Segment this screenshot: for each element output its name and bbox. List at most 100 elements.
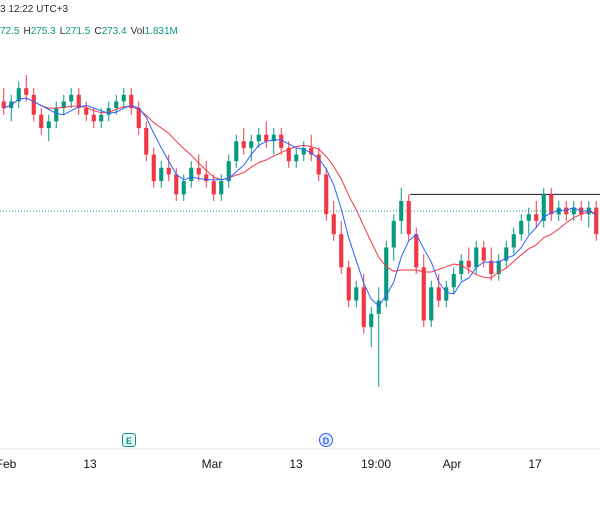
candle-body [549, 194, 554, 215]
candle-body [226, 161, 231, 182]
time-axis-label: Apr [442, 457, 462, 471]
candle-body [541, 194, 546, 221]
candle-body [129, 94, 134, 109]
candle-body [234, 141, 239, 162]
time-axis-label: 13 [289, 457, 303, 471]
candle-body [211, 181, 216, 195]
candle-body [16, 88, 21, 102]
time-axis-label: Mar [201, 457, 223, 471]
candle-body [294, 154, 299, 162]
candle-body [369, 313, 374, 328]
candle-body [354, 287, 359, 301]
candle-body [166, 167, 171, 175]
ohlc-value: 1.831M [144, 26, 178, 37]
dividend-marker[interactable]: D [319, 433, 333, 447]
candle-body [264, 134, 269, 142]
candle-body [241, 141, 246, 148]
candle-body [511, 234, 516, 248]
candle-body [451, 274, 456, 288]
candle-body [526, 214, 531, 221]
candle-body [571, 207, 576, 215]
candle-body [136, 108, 141, 128]
earnings-marker[interactable]: E [122, 433, 136, 447]
ohlc-key: C [94, 26, 102, 37]
candle-body [204, 174, 209, 182]
moving-average-fast [3, 97, 597, 307]
candle-body [481, 247, 486, 261]
candle-body [54, 108, 59, 122]
candle-body [196, 167, 201, 175]
candle-body [114, 101, 119, 109]
candle-body [121, 94, 126, 102]
candle-body [301, 147, 306, 155]
candle-body [444, 287, 449, 301]
candle-body [151, 154, 156, 182]
candle-body [391, 220, 396, 248]
candle-body [399, 201, 404, 221]
ohlc-value: 273.4 [101, 26, 127, 37]
time-axis-label: 19:00 [360, 457, 392, 471]
candle-body [106, 108, 111, 115]
candle-body [504, 247, 509, 261]
time-axis-label: 17 [528, 457, 542, 471]
candle-body [69, 94, 74, 102]
candle-body [339, 234, 344, 268]
legend-timestamp: 3 12:22 UTC+3 [0, 4, 69, 15]
candle-body [489, 260, 494, 274]
candle-body [324, 174, 329, 215]
candle-body [144, 128, 149, 155]
candle-body [594, 207, 599, 235]
ohlc-key: H [23, 26, 31, 37]
candle-body [586, 207, 591, 215]
candle-body [466, 260, 471, 268]
candle-body [249, 141, 254, 148]
candle-body [361, 287, 366, 328]
candle-body [39, 114, 44, 128]
candle-body [459, 260, 464, 274]
candle-body [376, 300, 381, 314]
candle-body [534, 214, 539, 221]
candle-body [384, 247, 389, 301]
candle-body [564, 207, 569, 215]
time-axis-label: 13 [83, 457, 97, 471]
ohlc-value: 271.5 [65, 26, 91, 37]
candle-body [496, 260, 501, 274]
candle-body [99, 114, 104, 122]
candle-body [91, 114, 96, 122]
candle-body [24, 88, 29, 95]
candle-body [31, 94, 36, 115]
candle-body [159, 167, 164, 182]
candle-body [286, 147, 291, 162]
candle-body [279, 134, 284, 148]
candle-body [429, 287, 434, 321]
candle-body [331, 214, 336, 235]
candle-body [406, 201, 411, 235]
candle-body [414, 234, 419, 268]
moving-average-slow [3, 97, 597, 279]
candle-body [189, 167, 194, 182]
candle-body [181, 181, 186, 195]
ohlc-key: L [59, 26, 66, 37]
candle-body [271, 134, 276, 142]
candle-body [474, 247, 479, 268]
candle-body [76, 94, 81, 109]
candle-body [84, 108, 89, 115]
candle-body [421, 267, 426, 321]
candle-body [309, 147, 314, 155]
ohlc-value: 275.3 [30, 26, 56, 37]
candle-body [46, 121, 51, 128]
candle-body [61, 101, 66, 109]
candle-body [519, 220, 524, 235]
candle-body [436, 287, 441, 301]
candle-body [346, 267, 351, 301]
candle-body [256, 134, 261, 142]
ohlc-value: 72.5 [0, 26, 20, 37]
ohlc-key: Vol [130, 26, 145, 37]
time-axis-label: Feb [0, 457, 17, 471]
candle-body [174, 174, 179, 195]
legend-ohlc: 72.5 H275.3 L271.5 C273.4 Vol1.831M [0, 26, 182, 37]
candle-body [1, 101, 6, 109]
candle-body [316, 154, 321, 175]
